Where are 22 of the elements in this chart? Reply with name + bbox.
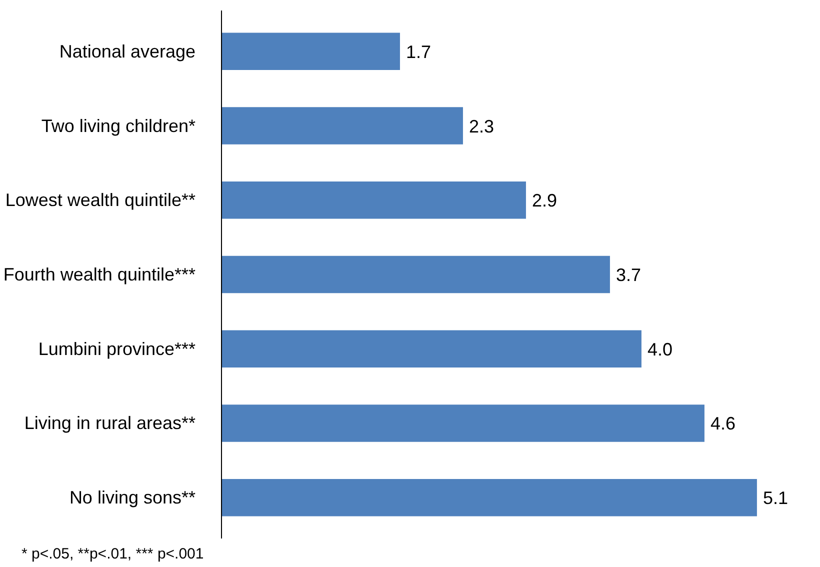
bar <box>222 404 704 442</box>
bar <box>222 479 757 516</box>
y-tick-label: Lowest wealth quintile** <box>5 190 196 210</box>
text: * p<.05, **p<.01, *** p<.001 <box>22 546 204 562</box>
y-tick-label: Fourth wealth quintile*** <box>3 264 196 284</box>
data-label: 2.9 <box>532 190 558 211</box>
y-tick-label: National average <box>59 41 196 62</box>
y-tick-label: Lumbini province*** <box>38 338 196 359</box>
data-label: 2.3 <box>468 116 494 136</box>
bar <box>222 182 526 219</box>
y-tick-label: Living in rural areas** <box>24 413 196 434</box>
bar <box>222 256 610 294</box>
y-tick-label: No living sons** <box>69 488 196 508</box>
bar <box>222 330 642 368</box>
y-tick-label: Two living children* <box>41 116 196 136</box>
data-label: 3.7 <box>616 265 641 285</box>
data-label: 4.0 <box>647 339 672 360</box>
data-label: 1.7 <box>406 42 432 62</box>
bar <box>222 32 400 70</box>
data-label: 4.6 <box>710 414 736 434</box>
data-label: 5.1 <box>762 488 788 508</box>
bar <box>222 107 463 144</box>
